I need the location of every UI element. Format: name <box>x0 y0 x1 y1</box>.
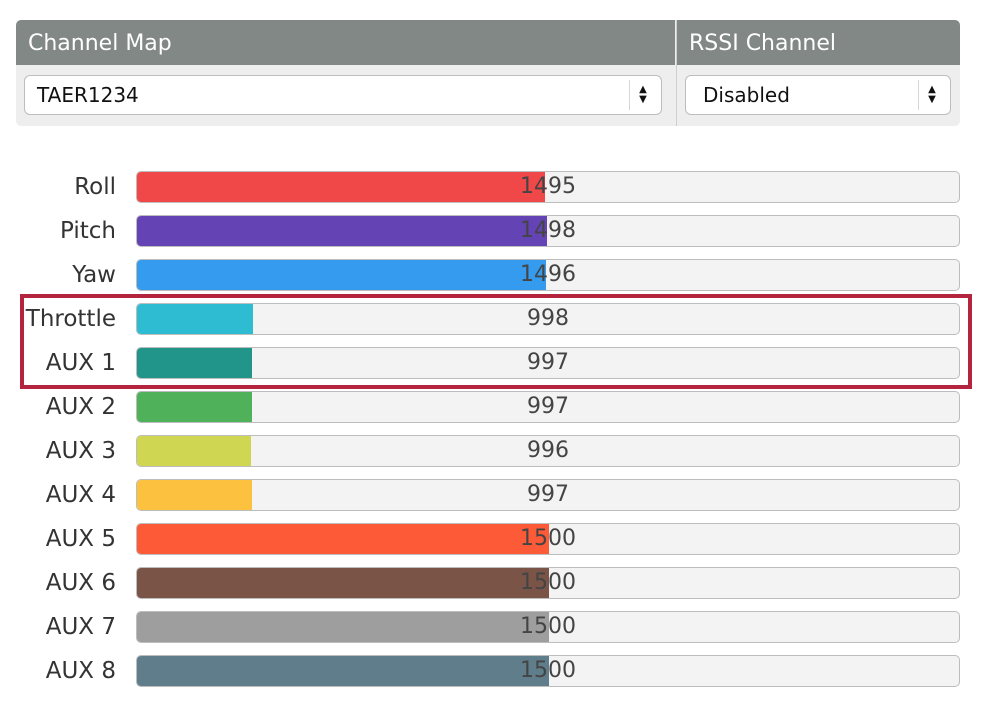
channel-value: 998 <box>527 306 569 331</box>
channel-label: Pitch <box>60 218 116 244</box>
channel-meter: 1498 <box>136 215 960 247</box>
channel-meter-fill <box>137 216 547 246</box>
channel-label: Yaw <box>72 262 116 288</box>
channel-row: Yaw 1496 <box>0 258 984 292</box>
channel-meter: 1495 <box>136 171 960 203</box>
channel-meter-fill <box>137 260 546 290</box>
receiver-settings-panel: Channel Map TAER1234 ▲ ▼ RSSI Channel Dis… <box>16 20 960 126</box>
channel-row: AUX 6 1500 <box>0 566 984 600</box>
channel-meter: 1496 <box>136 259 960 291</box>
channel-value: 996 <box>527 438 569 463</box>
rssi-channel-header: RSSI Channel <box>677 20 960 65</box>
channel-meter: 996 <box>136 435 960 467</box>
channel-label: AUX 2 <box>45 394 116 420</box>
rssi-channel-column: RSSI Channel Disabled ▲ ▼ <box>676 20 960 126</box>
channel-map-header: Channel Map <box>16 20 675 65</box>
channel-value: 1498 <box>520 218 576 243</box>
channel-meter: 998 <box>136 303 960 335</box>
channel-label: AUX 5 <box>45 526 116 552</box>
channel-row: AUX 7 1500 <box>0 610 984 644</box>
channel-value: 1500 <box>520 658 576 683</box>
channel-value: 997 <box>527 394 569 419</box>
channel-meter-fill <box>137 392 252 422</box>
channel-meter-fill <box>137 304 253 334</box>
channel-meter: 997 <box>136 347 960 379</box>
channel-value: 997 <box>527 350 569 375</box>
channel-map-select[interactable]: TAER1234 ▲ ▼ <box>24 75 662 115</box>
channel-label: Throttle <box>25 306 116 332</box>
channel-meter-fill <box>137 568 549 598</box>
channel-meter-fill <box>137 436 251 466</box>
channel-map-column: Channel Map TAER1234 ▲ ▼ <box>16 20 675 126</box>
rssi-channel-value: Disabled <box>703 83 790 107</box>
select-arrows-icon: ▲ ▼ <box>918 80 945 110</box>
channel-meter: 997 <box>136 479 960 511</box>
channel-meter: 997 <box>136 391 960 423</box>
channel-label: AUX 4 <box>45 482 116 508</box>
channel-label: AUX 8 <box>45 658 116 684</box>
channel-meter-fill <box>137 524 549 554</box>
channel-meter: 1500 <box>136 655 960 687</box>
channel-meter-fill <box>137 656 549 686</box>
channel-row: Pitch 1498 <box>0 214 984 248</box>
select-arrows-icon: ▲ ▼ <box>629 80 656 110</box>
channel-label: AUX 1 <box>45 350 116 376</box>
channel-meter-fill <box>137 348 252 378</box>
channel-map-value: TAER1234 <box>37 83 139 107</box>
channel-row: Roll 1495 <box>0 170 984 204</box>
channel-label: AUX 3 <box>45 438 116 464</box>
channel-value: 1500 <box>520 526 576 551</box>
channel-label: AUX 7 <box>45 614 116 640</box>
channel-value: 1500 <box>520 570 576 595</box>
channel-value: 1495 <box>520 174 576 199</box>
channel-label: Roll <box>74 174 116 200</box>
channel-value: 1496 <box>520 262 576 287</box>
channel-row: Throttle 998 <box>0 302 984 336</box>
channel-row: AUX 8 1500 <box>0 654 984 688</box>
channel-label: AUX 6 <box>45 570 116 596</box>
channel-meter-fill <box>137 480 252 510</box>
channel-meter-fill <box>137 612 549 642</box>
channel-meter-fill <box>137 172 545 202</box>
channel-row: AUX 4 997 <box>0 478 984 512</box>
channel-row: AUX 5 1500 <box>0 522 984 556</box>
channel-meter: 1500 <box>136 567 960 599</box>
channel-meter: 1500 <box>136 523 960 555</box>
channel-row: AUX 1 997 <box>0 346 984 380</box>
channel-row: AUX 2 997 <box>0 390 984 424</box>
rssi-channel-select[interactable]: Disabled ▲ ▼ <box>685 75 951 115</box>
channel-value: 1500 <box>520 614 576 639</box>
channel-meter: 1500 <box>136 611 960 643</box>
channel-value: 997 <box>527 482 569 507</box>
channel-row: AUX 3 996 <box>0 434 984 468</box>
